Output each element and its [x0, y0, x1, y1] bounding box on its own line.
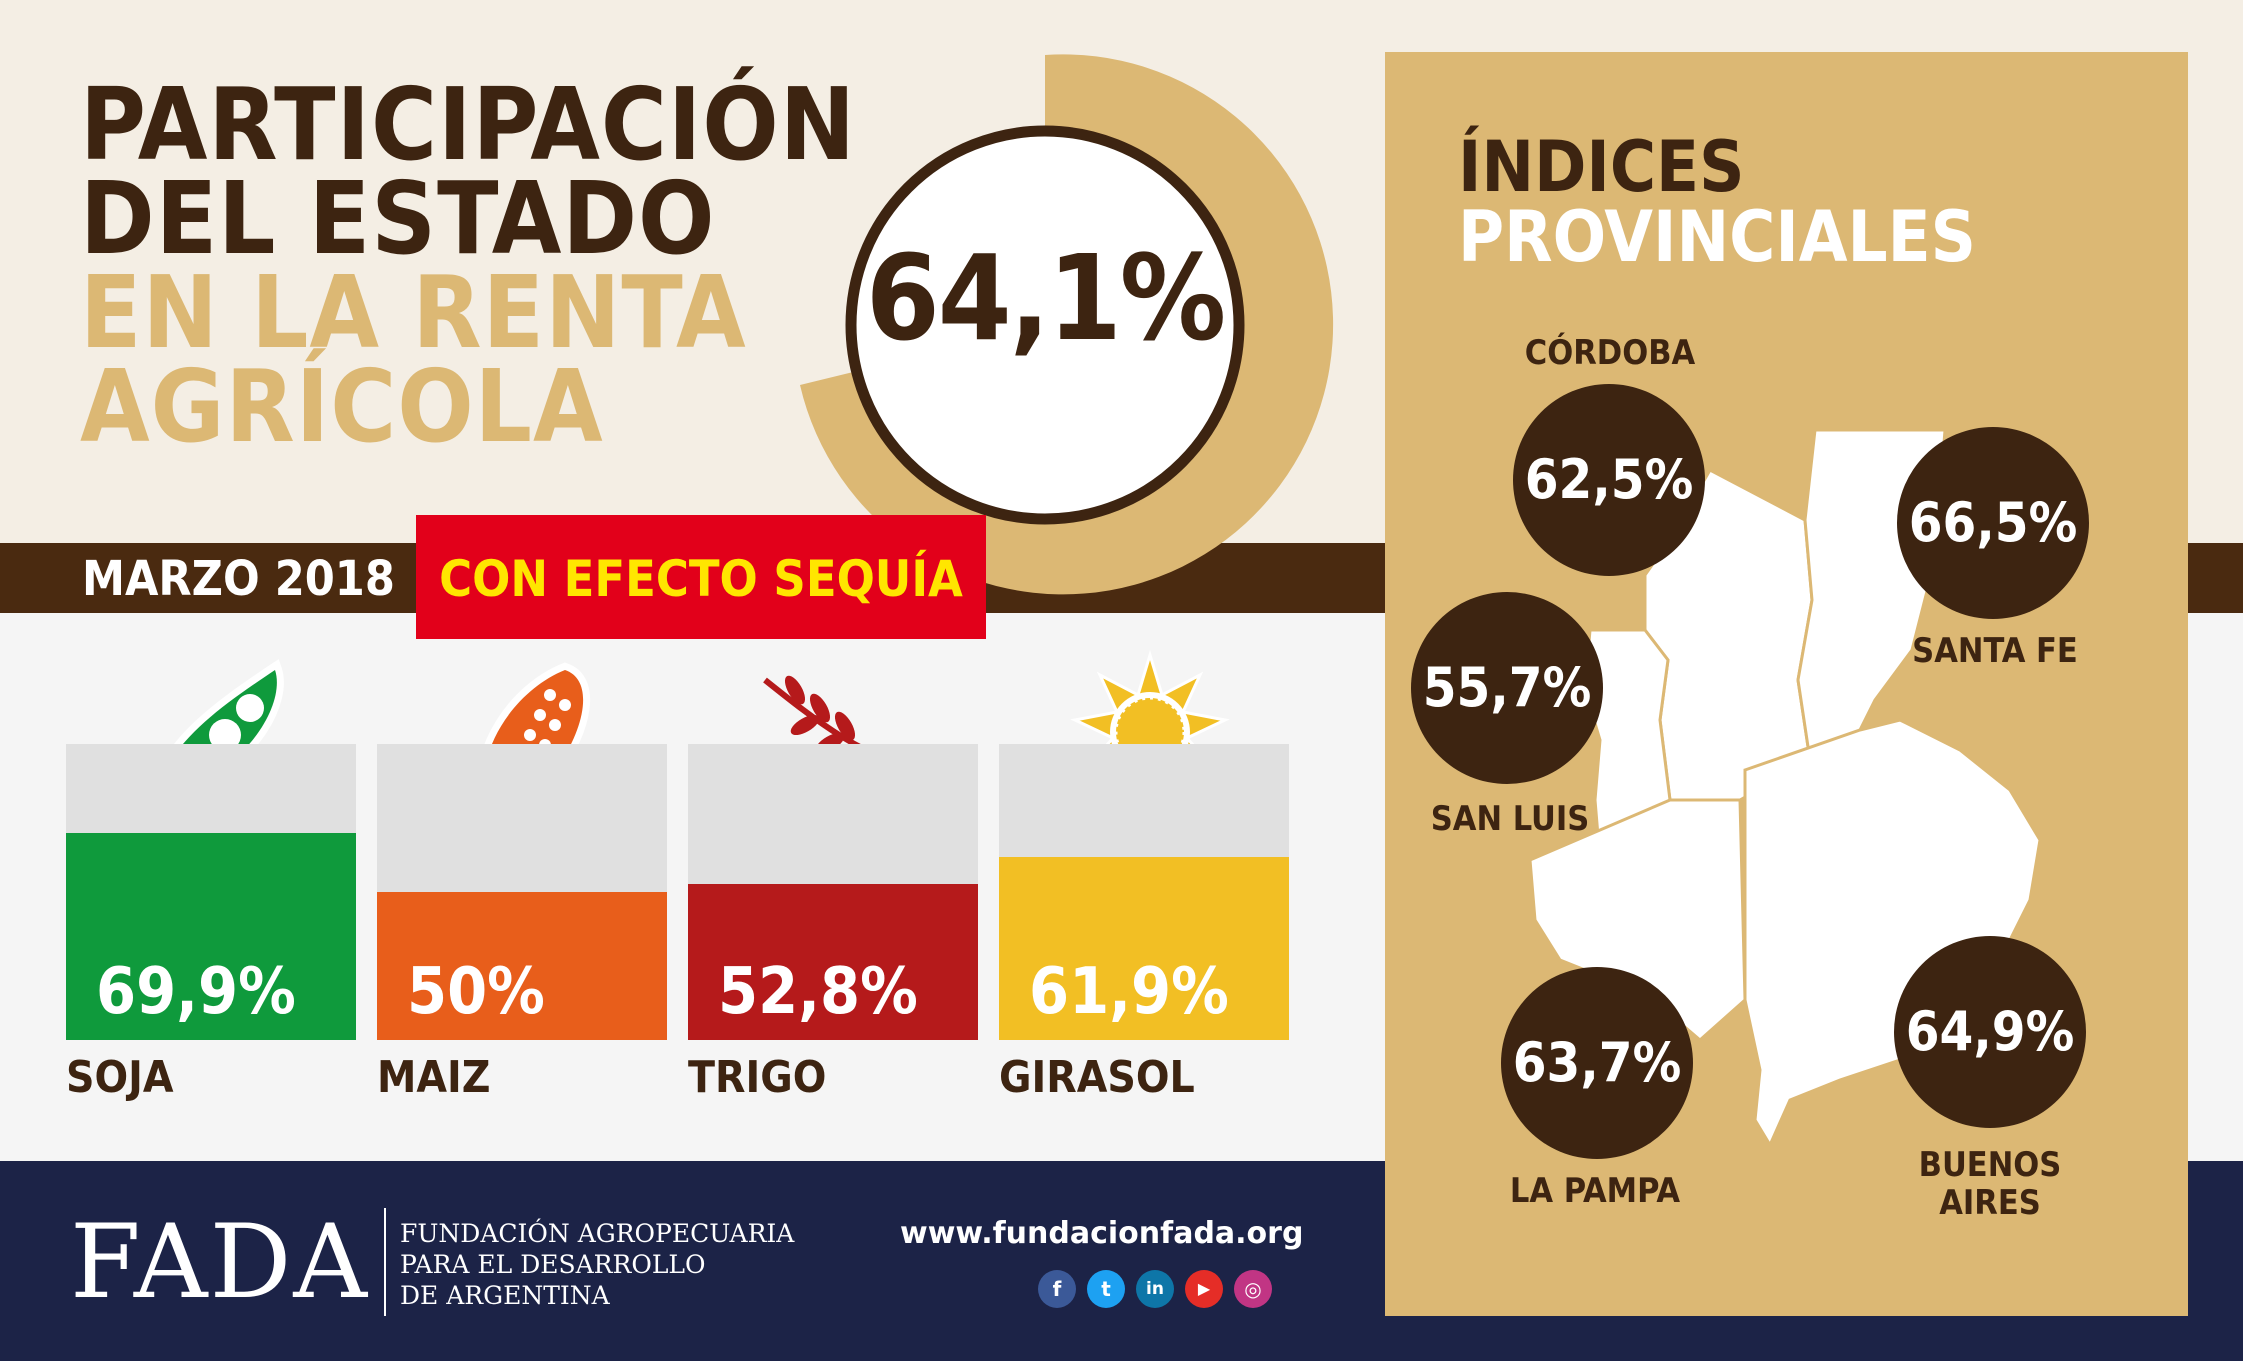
panel-title-line-1: ÍNDICES	[1458, 126, 1745, 208]
website-link[interactable]: www.fundacionfada.org	[900, 1216, 1304, 1251]
cordoba-label: CÓRDOBA	[1524, 333, 1696, 373]
maiz-label: MAIZ	[377, 1052, 491, 1103]
girasol-bar-fill	[999, 856, 1289, 1040]
trigo-bar-fill	[688, 883, 978, 1040]
logo-divider	[384, 1208, 386, 1316]
san-luis-label: SAN LUIS	[1430, 799, 1590, 839]
org-name: FUNDACIÓN AGROPECUARIA PARA EL DESARROLL…	[400, 1218, 794, 1311]
fada-logo: FADA	[70, 1203, 370, 1322]
title-line-2: DEL ESTADO	[80, 160, 716, 277]
la-pampa-value: 63,7%	[1501, 967, 1693, 1159]
trigo-bar: 52,8%	[688, 744, 978, 1040]
org-name-line-3: DE ARGENTINA	[400, 1281, 610, 1310]
soja-bar: 69,9%	[66, 744, 356, 1040]
youtube-icon[interactable]: ▶	[1185, 1270, 1223, 1308]
soja-value: 69,9%	[96, 955, 296, 1029]
title-line-4: AGRÍCOLA	[80, 348, 604, 465]
maiz-bar-fill	[377, 892, 667, 1040]
twitter-icon[interactable]: t	[1087, 1270, 1125, 1308]
linkedin-icon[interactable]: in	[1136, 1270, 1174, 1308]
santa-fe-value: 66,5%	[1897, 427, 2089, 619]
maiz-value: 50%	[407, 955, 545, 1029]
title-line-1: PARTICIPACIÓN	[80, 66, 857, 183]
trigo-value: 52,8%	[718, 955, 918, 1029]
panel-title-line-2: PROVINCIALES	[1458, 196, 1977, 278]
trigo-label: TRIGO	[688, 1052, 827, 1103]
drought-tag	[416, 515, 986, 639]
facebook-icon[interactable]: f	[1038, 1270, 1076, 1308]
maiz-bar: 50%	[377, 744, 667, 1040]
santa-fe-label: SANTA FE	[1912, 631, 2078, 671]
cordoba-value: 62,5%	[1513, 384, 1705, 576]
soja-bar-fill	[66, 833, 356, 1040]
girasol-value: 61,9%	[1029, 955, 1229, 1029]
instagram-icon[interactable]: ◎	[1234, 1270, 1272, 1308]
san-luis-value: 55,7%	[1411, 592, 1603, 784]
girasol-bar: 61,9%	[999, 744, 1289, 1040]
soja-label: SOJA	[66, 1052, 174, 1103]
drought-tag-label: CON EFECTO SEQUÍA	[439, 550, 963, 608]
org-name-line-1: FUNDACIÓN AGROPECUARIA	[400, 1219, 795, 1248]
date-label: MARZO 2018	[82, 551, 395, 607]
la-pampa-label: LA PAMPA	[1509, 1171, 1681, 1211]
main-value: 64,1%	[865, 229, 1226, 367]
buenos-aires-value: 64,9%	[1894, 936, 2086, 1128]
title-line-3: EN LA RENTA	[80, 254, 747, 371]
girasol-label: GIRASOL	[999, 1052, 1195, 1103]
buenos-aires-label: BUENOS AIRES	[1918, 1145, 2062, 1223]
page-title: PARTICIPACIÓN DEL ESTADO EN LA RENTA AGR…	[80, 66, 857, 465]
org-name-line-2: PARA EL DESARROLLO	[400, 1250, 706, 1279]
main-circle	[845, 125, 1245, 525]
